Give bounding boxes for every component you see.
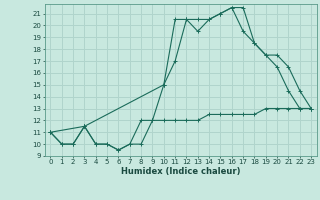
X-axis label: Humidex (Indice chaleur): Humidex (Indice chaleur): [121, 167, 241, 176]
